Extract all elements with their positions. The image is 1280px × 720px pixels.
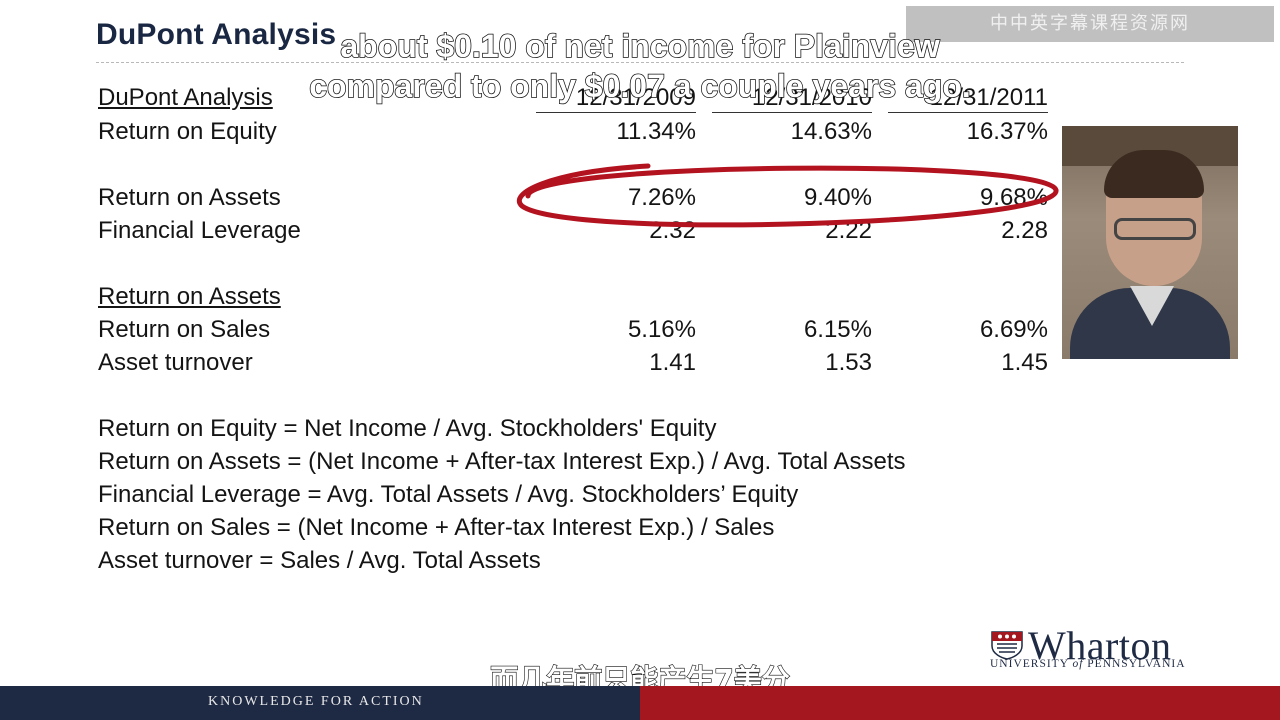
column-header: 12/31/2010	[751, 84, 872, 111]
title-divider	[96, 62, 1184, 63]
section-label-dupont: DuPont Analysis	[98, 84, 273, 111]
logo-sub-of: of	[1072, 658, 1084, 670]
table-cell: 14.63%	[790, 118, 872, 145]
row-label: Return on Equity	[98, 118, 277, 145]
table-cell: 6.69%	[979, 316, 1048, 343]
footer-tagline: KNOWLEDGE FOR ACTION	[208, 694, 424, 709]
formula-line: Return on Assets = (Net Income + After-t…	[98, 448, 906, 475]
table-cell: 11.34%	[616, 118, 696, 145]
column-header-rule	[536, 112, 696, 113]
table-cell: 16.37%	[966, 118, 1048, 145]
footer-bar-red	[640, 686, 1280, 720]
column-header-rule	[888, 112, 1048, 113]
subtitle-english-line2: compared to only $0.07 a couple years ag…	[308, 67, 971, 105]
column-header: 12/31/2009	[575, 84, 696, 111]
logo-sub-suffix: PENNSYLVANIA	[1083, 658, 1186, 670]
table-cell: 1.53	[825, 349, 872, 376]
formula-line: Return on Sales = (Net Income + After-ta…	[98, 514, 775, 541]
table-cell: 6.15%	[803, 316, 872, 343]
row-label: Asset turnover	[98, 349, 253, 376]
slide-title: DuPont Analysis	[96, 18, 337, 51]
row-label: Return on Assets	[98, 283, 281, 310]
formula-line: Asset turnover = Sales / Avg. Total Asse…	[98, 547, 541, 574]
table-cell: 1.45	[1001, 349, 1048, 376]
column-header: 12/31/2011	[929, 84, 1048, 111]
table-cell: 2.28	[1001, 217, 1048, 244]
table-cell: 1.41	[649, 349, 696, 376]
footer-bar-navy	[0, 686, 640, 720]
wharton-crest-icon	[991, 631, 1023, 660]
presenter-glasses	[1114, 218, 1196, 240]
highlight-ellipse	[516, 163, 1059, 228]
row-label: Financial Leverage	[98, 217, 301, 244]
formula-line: Return on Equity = Net Income / Avg. Sto…	[98, 415, 717, 442]
subtitle-english-line1: about $0.10 of net income for Plainview	[340, 27, 941, 65]
table-cell: 5.16%	[627, 316, 696, 343]
table-cell: 9.40%	[803, 184, 872, 211]
presenter-video	[1062, 126, 1238, 359]
column-header-rule	[712, 112, 872, 113]
watermark: 中中英字幕课程资源网	[906, 6, 1274, 42]
formula-line: Financial Leverage = Avg. Total Assets /…	[98, 481, 799, 508]
wharton-logo: Wharton	[1028, 623, 1172, 668]
logo-sub-prefix: UNIVERSITY	[990, 658, 1073, 670]
row-label: Return on Sales	[98, 316, 271, 343]
wharton-logo-subtitle: UNIVERSITY of PENNSYLVANIA	[990, 658, 1186, 670]
row-label: Return on Assets	[98, 184, 281, 211]
table-cell: 7.26%	[627, 184, 696, 211]
presenter-hair	[1104, 150, 1204, 198]
